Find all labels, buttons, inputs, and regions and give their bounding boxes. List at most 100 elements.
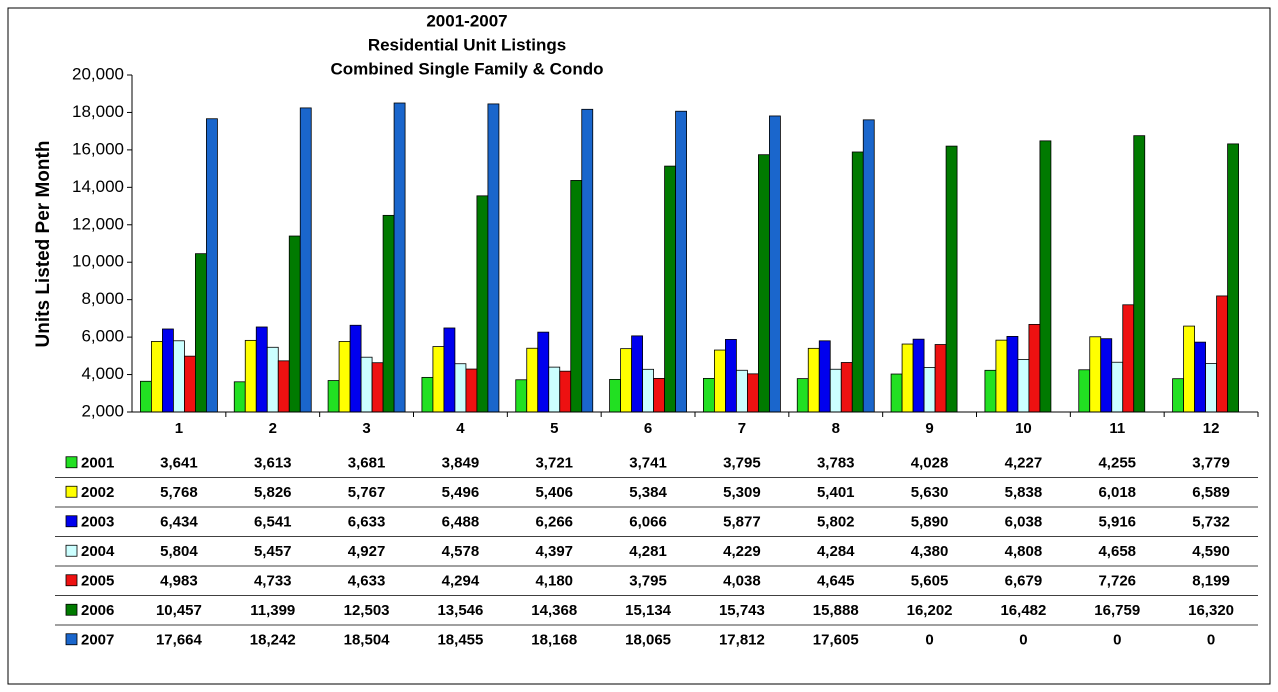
bar: [703, 377, 715, 412]
data-table-cell: 5,804: [160, 543, 198, 560]
x-tick-label: 2: [269, 420, 277, 437]
bar: [327, 380, 340, 412]
data-table-cell: 0: [1207, 632, 1215, 649]
data-table-cell: 18,504: [344, 632, 391, 649]
data-table-cell: 5,916: [1098, 514, 1136, 531]
bar: [653, 377, 665, 412]
data-table-cell: 4,808: [1005, 543, 1043, 560]
bar: [1122, 304, 1135, 412]
legend-label: 2001: [81, 455, 114, 472]
bar: [548, 366, 561, 412]
bar: [840, 362, 853, 412]
bar: [945, 145, 958, 412]
data-table-cell: 16,202: [907, 602, 953, 619]
data-table-cell: 7,726: [1098, 573, 1136, 590]
bar: [1017, 359, 1030, 412]
bar: [1183, 325, 1195, 412]
data-table-cell: 4,028: [911, 455, 949, 472]
data-table-cell: 6,434: [160, 514, 198, 531]
bar: [1194, 341, 1206, 412]
bar: [631, 335, 643, 412]
bar: [620, 348, 632, 412]
legend-swatch: [65, 456, 78, 469]
data-table-cell: 15,888: [813, 602, 859, 619]
data-table-cell: 5,838: [1005, 484, 1043, 501]
data-table-cell: 5,605: [911, 573, 949, 590]
x-tick-label: 5: [550, 420, 558, 437]
y-tick-label: 8,000: [81, 289, 124, 308]
bar: [266, 346, 279, 412]
bar: [371, 362, 384, 412]
bar: [570, 180, 583, 412]
legend-swatch: [65, 544, 78, 557]
bar: [255, 326, 268, 412]
bar: [1172, 378, 1184, 412]
bar: [934, 344, 947, 412]
data-table-cell: 6,038: [1005, 514, 1043, 531]
data-table-cell: 4,227: [1005, 455, 1043, 472]
bar: [454, 363, 467, 412]
bar: [796, 378, 809, 412]
data-table-cell: 3,795: [629, 573, 667, 590]
bar: [465, 368, 478, 412]
data-table-cell: 5,384: [629, 484, 667, 501]
data-table-cell: 18,242: [250, 632, 296, 649]
data-table-cell: 14,368: [531, 602, 577, 619]
data-table-cell: 4,255: [1098, 455, 1136, 472]
bar: [277, 360, 290, 412]
data-table-cell: 4,380: [911, 543, 949, 560]
bar: [725, 339, 737, 412]
data-table-cell: 6,633: [348, 514, 386, 531]
bar: [393, 102, 406, 412]
data-table-cell: 5,457: [254, 543, 292, 560]
legend-label: 2002: [81, 484, 114, 501]
bar: [1227, 143, 1239, 412]
bar: [162, 328, 174, 412]
y-tick-label: 10,000: [72, 252, 124, 271]
bar: [338, 341, 351, 412]
chart-title: Residential Unit Listings: [368, 35, 566, 54]
bar: [349, 324, 362, 412]
data-table-cell: 0: [925, 632, 933, 649]
data-table-cell: 16,759: [1094, 602, 1140, 619]
data-table-cell: 17,605: [813, 632, 859, 649]
y-tick-label: 6,000: [81, 327, 124, 346]
y-tick-label: 12,000: [72, 214, 124, 233]
bar: [609, 379, 621, 412]
y-tick-label: 18,000: [72, 102, 124, 121]
bar: [818, 340, 831, 412]
bar: [995, 339, 1008, 412]
data-table-cell: 4,658: [1098, 543, 1136, 560]
bar: [184, 355, 196, 412]
data-table-cell: 12,503: [344, 602, 390, 619]
data-table-cell: 6,488: [442, 514, 480, 531]
bar: [923, 367, 936, 412]
data-table-cell: 5,406: [535, 484, 573, 501]
data-table-cell: 5,401: [817, 484, 855, 501]
bar: [515, 379, 528, 412]
legend-label: 2005: [81, 573, 114, 590]
bar: [151, 341, 163, 412]
y-tick-label: 20,000: [72, 64, 124, 83]
legend-label: 2004: [81, 543, 115, 560]
data-table-cell: 18,168: [531, 632, 577, 649]
x-tick-label: 10: [1015, 420, 1032, 437]
bar: [747, 373, 759, 412]
data-table-cell: 6,018: [1098, 484, 1136, 501]
bar: [1133, 135, 1146, 412]
bar: [432, 346, 445, 412]
x-tick-label: 7: [738, 420, 746, 437]
x-tick-label: 12: [1203, 420, 1220, 437]
data-table-cell: 5,767: [348, 484, 386, 501]
data-table-cell: 4,397: [535, 543, 573, 560]
data-table-cell: 18,455: [437, 632, 483, 649]
data-table-cell: 4,983: [160, 573, 198, 590]
data-table-cell: 8,199: [1192, 573, 1230, 590]
legend-label: 2006: [81, 602, 114, 619]
bar: [758, 154, 770, 412]
data-table-cell: 5,768: [160, 484, 198, 501]
data-table-cell: 5,826: [254, 484, 292, 501]
bar: [1006, 335, 1019, 412]
data-table-cell: 4,281: [629, 543, 667, 560]
data-table-cell: 6,266: [535, 514, 573, 531]
